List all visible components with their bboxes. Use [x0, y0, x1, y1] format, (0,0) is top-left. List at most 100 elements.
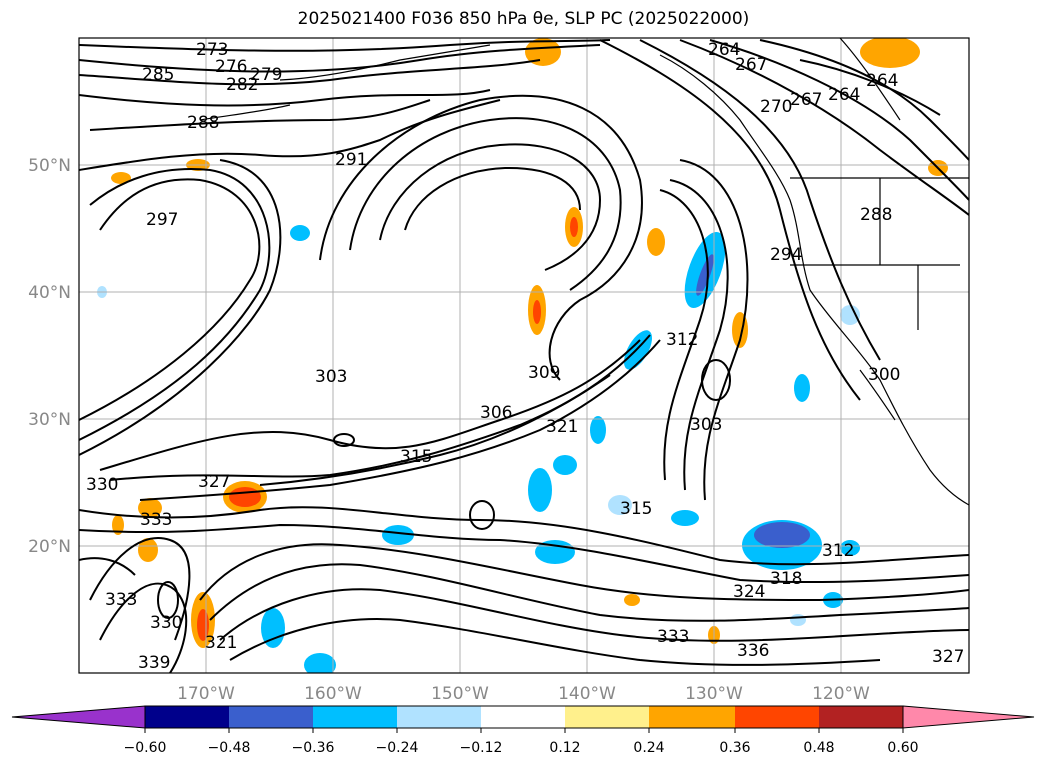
shade-orange [860, 38, 920, 68]
contour-labels: 273 276 279 282 285 288 291 297 303 306 … [86, 40, 964, 673]
lon-label: 160°W [304, 684, 362, 704]
contour-label: 339 [138, 653, 170, 673]
colorbar-tick-label: −0.24 [376, 740, 419, 756]
lat-label: 40°N [28, 283, 71, 303]
shade-red [229, 487, 261, 507]
colorbar-tick-label: −0.48 [208, 740, 251, 756]
contour-line [79, 523, 969, 584]
lat-label: 20°N [28, 537, 71, 557]
contour-label: 333 [105, 590, 137, 610]
colorbar-segment [735, 706, 819, 728]
gridlines [79, 38, 969, 673]
colorbar-frame [144, 705, 904, 729]
contour-line [89, 537, 191, 641]
contour-line [259, 374, 611, 486]
shade-lightblue [840, 305, 860, 325]
colorbar-tick-label: 0.48 [803, 740, 834, 756]
contour-label: 300 [868, 365, 900, 385]
contour-label: 273 [196, 40, 228, 60]
shade-cyan [382, 525, 414, 545]
contour-line [219, 588, 969, 642]
contour-line [139, 339, 661, 501]
lat-label: 30°N [28, 410, 71, 430]
shade-cyan [304, 653, 336, 673]
contour-label: 327 [932, 647, 964, 667]
colorbar: −0.60 −0.48 −0.36 −0.24 −0.12 0.12 0.24 … [11, 705, 1035, 756]
contour-line [99, 339, 641, 471]
contour-line [79, 168, 271, 441]
contour-line [469, 500, 495, 530]
contour-line [379, 143, 602, 271]
shade-cyan [840, 540, 860, 556]
colorbar-extend-left [11, 705, 146, 729]
map-frame [78, 37, 970, 674]
contour-line [404, 166, 581, 231]
shade-lightblue [608, 495, 632, 515]
contour-label: 264 [828, 85, 860, 105]
contour-label: 330 [86, 475, 118, 495]
contour-line [333, 433, 355, 447]
contour-label: 306 [480, 403, 512, 423]
contour-line [79, 59, 541, 86]
shade-orange [624, 594, 640, 606]
contour-label: 333 [140, 510, 172, 530]
colorbar-extend-right [902, 705, 1035, 729]
contour-label: 312 [666, 330, 698, 350]
shade-darkblue [754, 522, 810, 548]
coastlines [199, 38, 969, 506]
contour-line [599, 39, 861, 401]
shade-orange [647, 228, 665, 256]
shading-layer [97, 38, 948, 673]
contour-label: 321 [546, 417, 578, 437]
colorbar-tick-label: −0.12 [460, 740, 503, 756]
contour-line [79, 506, 969, 566]
shade-cyan [671, 510, 699, 526]
coastline-alaska [279, 44, 491, 81]
colorbar-tick-label: 0.60 [887, 740, 918, 756]
contour-line [79, 159, 282, 456]
shade-orange [138, 538, 158, 562]
contour-label: 264 [708, 40, 740, 60]
shade-orange [112, 515, 124, 535]
contour-label: 315 [400, 447, 432, 467]
contour-label: 327 [198, 472, 230, 492]
colorbar-segment [229, 706, 313, 728]
contour-line [79, 557, 136, 576]
shade-cyan [261, 608, 285, 648]
contour-line [99, 582, 188, 673]
lat-label: 50°N [28, 156, 71, 176]
contour-label: 276 [215, 57, 247, 77]
shade-cyan [290, 225, 310, 241]
colorbar-segment [145, 706, 229, 728]
shade-cyan [553, 455, 577, 475]
colorbar-tick-label: 0.24 [633, 740, 664, 756]
colorbar-segment [481, 706, 565, 728]
contour-label: 291 [335, 150, 367, 170]
contour-line [79, 99, 501, 171]
lon-label: 140°W [558, 684, 616, 704]
shade-red [533, 300, 541, 324]
contour-line [639, 39, 881, 361]
lat-axis: 50°N 40°N 30°N 20°N [28, 156, 71, 557]
contour-label: 309 [528, 363, 560, 383]
contour-label: 330 [150, 613, 182, 633]
lon-axis: 170°W 160°W 150°W 140°W 130°W 120°W [177, 684, 870, 704]
contour-label: 312 [822, 541, 854, 561]
colorbar-segment [313, 706, 397, 728]
contour-label: 270 [760, 97, 792, 117]
coastline-canada [839, 38, 901, 121]
shade-orange [138, 498, 162, 518]
contour-line [759, 39, 969, 161]
contour-label: 315 [620, 499, 652, 519]
contour-line [349, 117, 622, 291]
contour-label: 264 [866, 71, 898, 91]
coastline-aleutians [199, 104, 291, 121]
contour-line [701, 359, 731, 401]
shade-orange [525, 38, 561, 66]
contour-line [199, 543, 969, 602]
contour-line [79, 44, 601, 73]
contour-line [659, 189, 709, 481]
coastline-baja [859, 369, 896, 421]
shade-cyan [590, 416, 606, 444]
colorbar-tick-label: −0.60 [124, 740, 167, 756]
